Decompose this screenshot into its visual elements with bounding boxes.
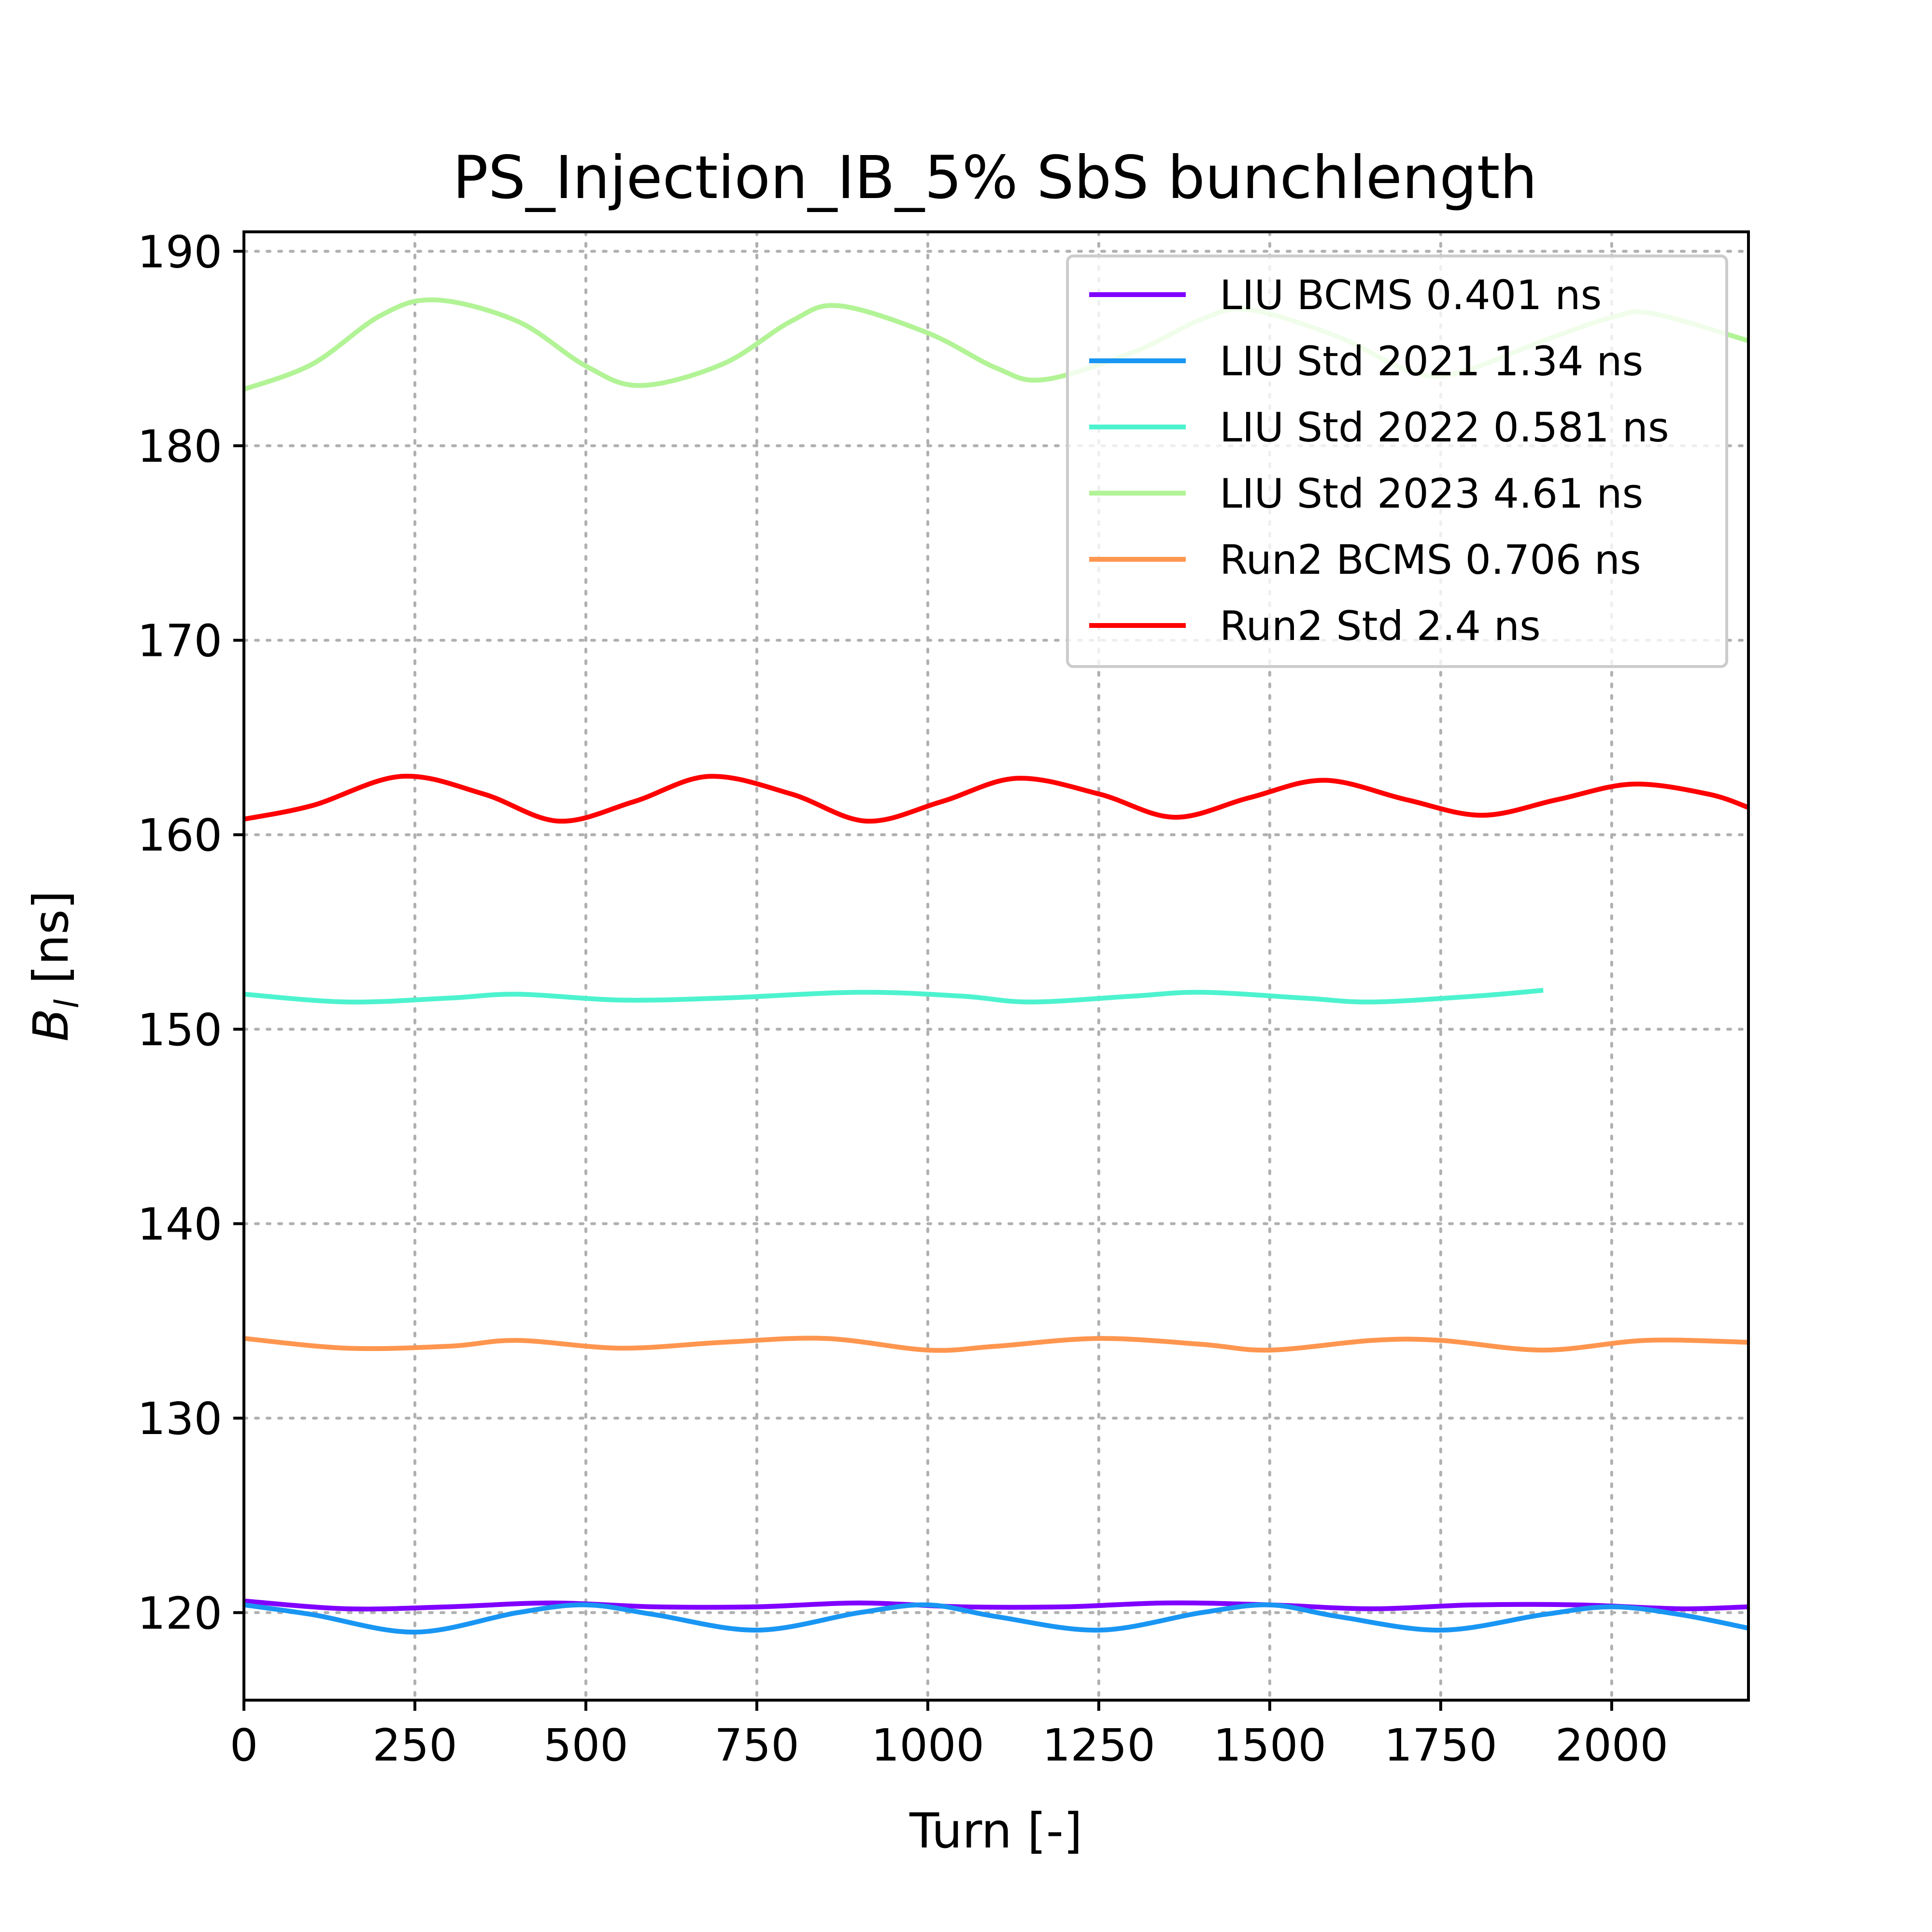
legend-box xyxy=(1066,255,1728,668)
legend-label-liu-std-2023-4-61-ns: LIU Std 2023 4.61 ns xyxy=(1220,470,1643,517)
series-line-run2-std-2-4-ns xyxy=(243,773,1749,824)
x-tick-label: 0 xyxy=(230,1719,258,1771)
x-tick-label: 1750 xyxy=(1384,1719,1497,1771)
y-axis-subscript: l xyxy=(48,999,86,1009)
x-tick-label: 250 xyxy=(372,1719,457,1771)
legend-entries: LIU BCMS 0.401 ns LIU Std 2021 1.34 ns LIU… xyxy=(1089,271,1669,650)
y-tick-label: 170 xyxy=(137,615,222,667)
x-tick-label: 500 xyxy=(543,1719,628,1771)
x-tick-label: 750 xyxy=(714,1719,799,1771)
legend-label-liu-std-2021-1-34-ns: LIU Std 2021 1.34 ns xyxy=(1220,338,1643,385)
x-tick-label: 2000 xyxy=(1555,1719,1668,1771)
y-axis-title: Bl [ns] xyxy=(23,891,86,1042)
legend-label-liu-bcms-0-401-ns: LIU BCMS 0.401 ns xyxy=(1220,271,1602,319)
y-tick-label: 150 xyxy=(137,1004,222,1056)
x-tick-label: 1500 xyxy=(1213,1719,1326,1771)
legend-label-run2-std-2-4-ns: Run2 Std 2.4 ns xyxy=(1220,602,1541,650)
series-line-run2-bcms-0-706-ns xyxy=(243,1335,1749,1353)
y-tick-label: 140 xyxy=(137,1199,222,1250)
series-line-liu-std-2021-1-34-ns xyxy=(243,1602,1749,1635)
y-tick-label: 160 xyxy=(137,810,222,861)
x-axis-title: Turn [-] xyxy=(909,1803,1082,1859)
legend: LIU BCMS 0.401 ns LIU Std 2021 1.34 ns LIU… xyxy=(1066,255,1728,668)
series-line-liu-std-2022-0-581-ns xyxy=(243,988,1544,1005)
legend-label-liu-std-2022-0-581-ns: LIU Std 2022 0.581 ns xyxy=(1220,404,1669,451)
y-tick-label: 120 xyxy=(137,1588,222,1639)
legend-label-run2-bcms-0-706-ns: Run2 BCMS 0.706 ns xyxy=(1220,536,1641,583)
series-line-liu-bcms-0-401-ns xyxy=(243,1598,1749,1612)
y-tick-label: 130 xyxy=(137,1393,222,1445)
y-tick-label: 180 xyxy=(137,421,222,472)
chart-title: PS_Injection_IB_5% SbS bunchlength xyxy=(453,143,1537,212)
y-tick-label: 190 xyxy=(137,226,222,278)
x-tick-label: 1250 xyxy=(1042,1719,1155,1771)
axis-ticks: 0 250 500 750 1000 1250 1500 1750 2000 120 130 140 1… xyxy=(137,226,1668,1771)
x-tick-label: 1000 xyxy=(871,1719,984,1771)
y-axis-unit: [ns] xyxy=(23,891,79,999)
plot-area-frame xyxy=(242,230,1750,1702)
y-axis-symbol: B xyxy=(23,1009,79,1042)
